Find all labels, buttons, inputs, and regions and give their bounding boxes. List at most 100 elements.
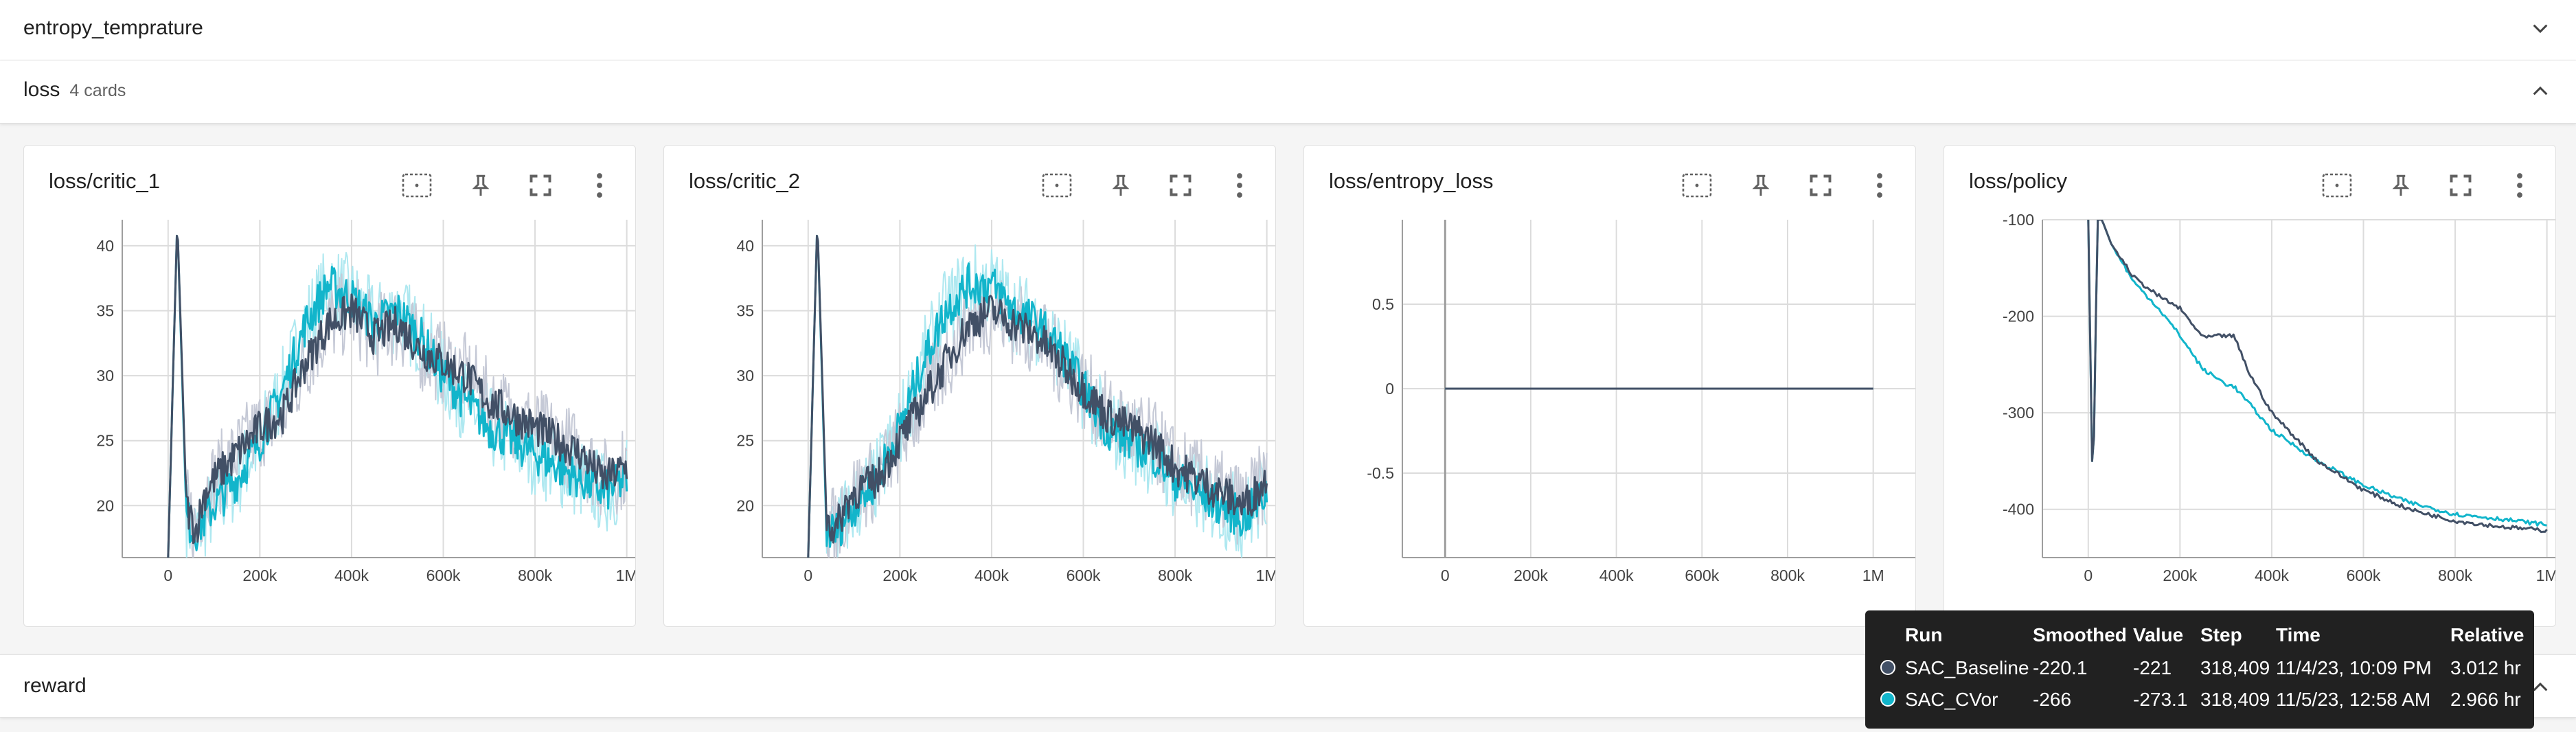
x-tick-label: 0 — [163, 567, 172, 584]
y-tick-label: 25 — [96, 432, 114, 450]
x-tick-label: 200k — [2163, 567, 2197, 584]
x-tick-label: 600k — [2347, 567, 2381, 584]
series-line-SAC_CVor — [167, 234, 628, 558]
section-title: loss 4 cards — [23, 78, 126, 102]
tooltip-smoothed: -220.1 — [2033, 657, 2088, 678]
series-line-SAC_CVor-raw — [167, 235, 628, 558]
tooltip-header-run: Run — [1905, 624, 1943, 645]
tooltip-value: -273.1 — [2133, 689, 2188, 710]
y-tick-label: 20 — [96, 496, 114, 514]
chart[interactable]: 0 200k 400k 600k 800k 1M 0.5 0 -0.5 — [1304, 146, 1915, 626]
tooltip-step: 318,409 — [2200, 689, 2270, 710]
x-tick-label: 600k — [1067, 567, 1101, 584]
x-tick-label: 800k — [1158, 567, 1192, 584]
fit-domain-icon[interactable] — [400, 169, 433, 202]
x-tick-label: 400k — [334, 567, 369, 584]
x-tick-label: 0 — [803, 567, 812, 584]
x-tick-label: 800k — [2438, 567, 2472, 584]
tooltip-time: 11/4/23, 10:09 PM — [2276, 657, 2432, 678]
y-tick-label: 0 — [1385, 380, 1394, 398]
tooltip-run: SAC_CVor — [1905, 689, 1998, 710]
chevron-up-icon[interactable] — [2529, 676, 2551, 698]
fit-domain-icon[interactable] — [2321, 169, 2353, 202]
fullscreen-icon[interactable] — [1164, 169, 1197, 202]
card-title: loss/critic_2 — [689, 169, 800, 193]
y-tick-label: 25 — [736, 432, 754, 450]
series-line-SAC_Baseline — [2087, 220, 2548, 534]
tooltip-header-time: Time — [2276, 624, 2321, 645]
y-tick-label: 40 — [736, 237, 754, 255]
y-tick-label: 35 — [736, 301, 754, 319]
series-line-SAC_Baseline-raw — [167, 235, 628, 558]
tooltip-relative: 2.966 hr — [2450, 689, 2521, 710]
y-tick-label: -400 — [2003, 501, 2034, 518]
x-tick-label: 400k — [2255, 567, 2289, 584]
more-vert-icon[interactable] — [1863, 169, 1896, 202]
fullscreen-icon[interactable] — [1804, 169, 1837, 202]
y-tick-label: -300 — [2003, 404, 2034, 422]
x-tick-label: 200k — [1514, 567, 1548, 584]
fullscreen-icon[interactable] — [2444, 169, 2477, 202]
series-line-SAC_CVor — [807, 234, 1268, 558]
tooltip-header-relative: Relative — [2450, 624, 2524, 645]
x-tick-label: 400k — [1599, 567, 1634, 584]
series-line-SAC_Baseline — [167, 234, 628, 558]
fullscreen-icon[interactable] — [524, 169, 557, 202]
tooltip-smoothed: -266 — [2033, 689, 2072, 710]
card-count: 4 cards — [69, 81, 126, 100]
section-entropy-header[interactable]: entropy_temprature — [0, 0, 2576, 60]
chart[interactable]: 0 200k 400k 600k 800k 1M 20 25 30 35 40 — [24, 146, 635, 626]
section-title-text: loss — [23, 78, 60, 101]
card-title: loss/critic_1 — [49, 169, 160, 193]
chart[interactable]: 0 200k 400k 600k 800k 1M 20 25 30 35 40 — [664, 146, 1275, 626]
y-tick-label: 40 — [96, 237, 114, 255]
y-tick-label: 20 — [736, 496, 754, 514]
chevron-down-icon[interactable] — [2529, 18, 2551, 40]
fit-domain-icon[interactable] — [1680, 169, 1713, 202]
card-title: loss/policy — [1969, 169, 2067, 193]
section-loss-header[interactable]: loss 4 cards — [0, 60, 2576, 124]
hover-tooltip: Run Smoothed Value Step Time Relative SA… — [1865, 610, 2534, 729]
series-color-dot — [1880, 660, 1895, 675]
series-line-SAC_Baseline — [807, 234, 1268, 558]
tooltip-header-smoothed: Smoothed — [2033, 624, 2127, 645]
tooltip-relative: 3.012 hr — [2450, 657, 2521, 678]
tooltip-value: -221 — [2133, 657, 2172, 678]
more-vert-icon[interactable] — [2503, 169, 2536, 202]
scalar-card: loss/entropy_loss 0 200k 400k 600k 800k 1M 0.5 0… — [1303, 145, 1916, 627]
y-tick-label: -0.5 — [1367, 464, 1394, 482]
y-tick-label: -200 — [2003, 308, 2034, 325]
scalar-card: loss/critic_1 0 200k 400k 600k 800k 1M 20 25 30 35… — [23, 145, 636, 627]
pin-icon[interactable] — [2384, 169, 2417, 202]
pin-icon[interactable] — [1104, 169, 1137, 202]
series-line-SAC_CVor — [2087, 220, 2547, 527]
y-tick-label: 30 — [736, 367, 754, 385]
x-tick-label: 400k — [974, 567, 1009, 584]
more-vert-icon[interactable] — [583, 169, 616, 202]
chevron-up-icon[interactable] — [2529, 80, 2551, 102]
series-line-SAC_Baseline-raw — [807, 235, 1268, 558]
pin-icon[interactable] — [1744, 169, 1777, 202]
chart[interactable]: 0 200k 400k 600k 800k 1M -100 -200 -300 -400 — [1944, 146, 2555, 626]
tooltip-time: 11/5/23, 12:58 AM — [2276, 689, 2431, 710]
more-vert-icon[interactable] — [1223, 169, 1256, 202]
scalar-card: loss/policy 0 200k 400k 600k 800k 1M -100 -200 -3… — [1944, 145, 2556, 627]
x-tick-label: 200k — [882, 567, 917, 584]
section-title: entropy_temprature — [23, 16, 203, 39]
x-tick-label: 600k — [1685, 567, 1719, 584]
y-tick-label: 35 — [96, 301, 114, 319]
y-tick-label: -100 — [2003, 211, 2034, 229]
pin-icon[interactable] — [464, 169, 497, 202]
y-tick-label: 30 — [96, 367, 114, 385]
x-tick-label: 1M — [1862, 567, 1884, 584]
x-tick-label: 1M — [2536, 567, 2555, 584]
series-line-SAC_CVor-raw — [807, 235, 1268, 558]
scalar-card: loss/critic_2 0 200k 400k 600k 800k 1M 20 25 30 35… — [663, 145, 1276, 627]
tooltip-header-step: Step — [2200, 624, 2242, 645]
x-tick-label: 0 — [1441, 567, 1450, 584]
fit-domain-icon[interactable] — [1040, 169, 1073, 202]
series-color-dot — [1880, 691, 1895, 707]
x-tick-label: 200k — [242, 567, 277, 584]
x-tick-label: 800k — [1770, 567, 1805, 584]
x-tick-label: 1M — [616, 567, 635, 584]
